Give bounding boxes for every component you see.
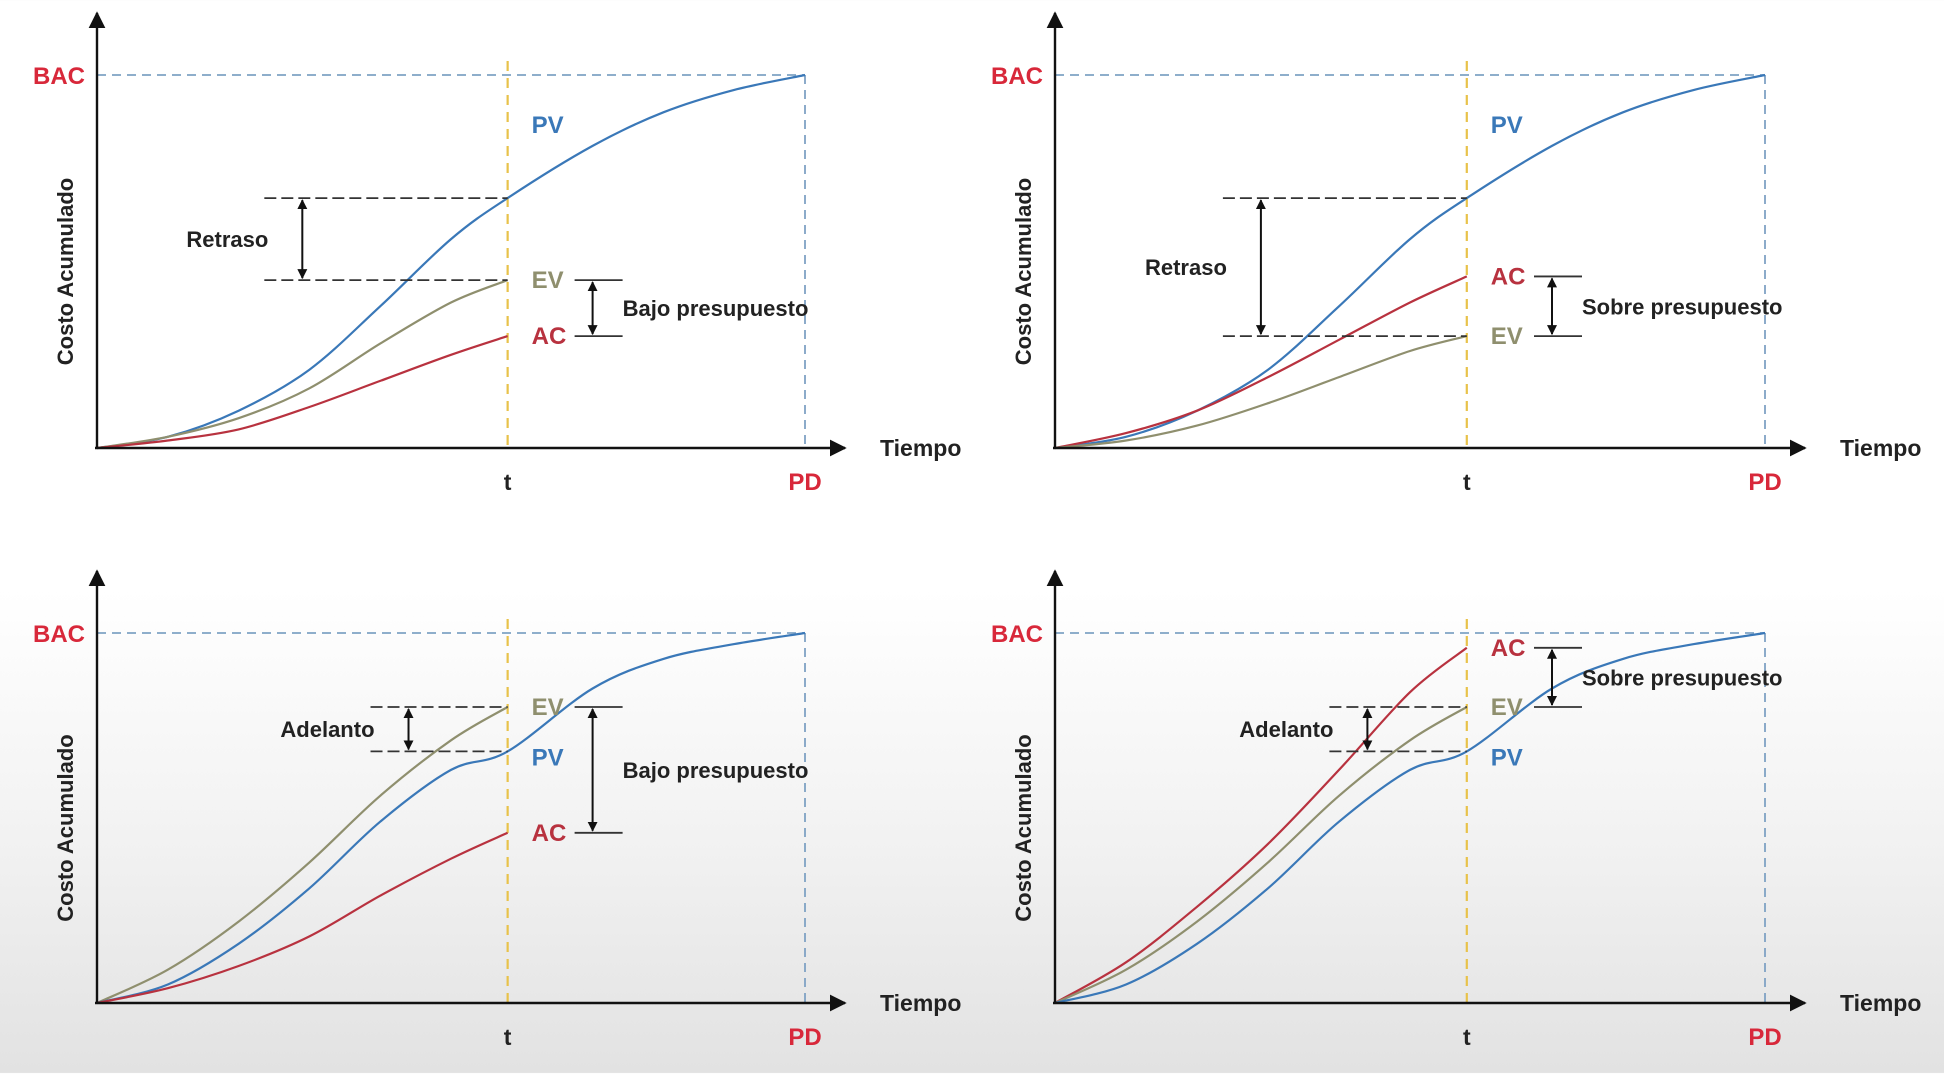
pd-label: PD [788,469,821,496]
variance-annotation-2: Sobre presupuesto [1534,275,1782,338]
chart-panel-4: AC EV PV Costo Acumulado Tiempo BAC t PD Adelant… [991,569,1921,1051]
series-label-ac: AC [1491,263,1526,290]
series-label-ac: AC [532,323,567,350]
series-line-ev [1054,335,1468,450]
variance-label: Bajo presupuesto [623,296,809,321]
variance-label: Retraso [186,227,268,252]
x-axis-label: Tiempo [1840,435,1921,461]
series-label-pv: PV [1491,112,1523,139]
series-label-ev: EV [1491,323,1523,350]
series-line-ac [1054,646,1468,1004]
variance-label: Adelanto [280,717,374,742]
variance-label: Sobre presupuesto [1582,294,1782,319]
variance-annotation-2: Bajo presupuesto [574,279,809,338]
series-line-ev [1054,706,1468,1004]
y-axis-label: Costo Acumulado [1011,178,1036,365]
variance-label: Bajo presupuesto [623,758,809,783]
series-line-pv [96,631,806,1005]
series-label-ev: EV [532,694,564,721]
bac-label: BAC [33,63,85,90]
variance-label: Retraso [1145,255,1227,280]
variance-annotation-1: Retraso [186,197,508,282]
pd-label: PD [1748,1024,1781,1051]
variance-annotation-1: Adelanto [1239,706,1467,753]
series-line-ev [96,706,509,1004]
series-line-pv [96,73,806,450]
variance-label: Adelanto [1239,717,1333,742]
series-line-ev [96,279,509,450]
y-axis-label: Costo Acumulado [53,734,78,921]
chart-panel-1: PV EV AC Costo Acumulado Tiempo BAC t PD Retraso… [33,11,961,496]
series-label-ev: EV [1491,694,1523,721]
variance-annotation-1: Adelanto [280,706,508,753]
series-label-ev: EV [532,267,564,294]
series-label-ac: AC [532,820,567,847]
series-line-pv [1054,73,1766,450]
x-axis-label: Tiempo [1840,990,1921,1016]
series-line-pv [1054,631,1766,1005]
series-label-pv: PV [532,112,564,139]
series-line-ac [1054,275,1468,450]
bac-label: BAC [33,621,85,648]
status-date-label: t [504,469,512,495]
status-date-label: t [1463,469,1471,495]
pd-label: PD [1748,469,1781,496]
series-line-ac [96,335,508,450]
chart-panel-2: PV AC EV Costo Acumulado Tiempo BAC t PD Retraso… [991,11,1921,496]
variance-annotation-2: Sobre presupuesto [1534,646,1782,708]
bac-label: BAC [991,621,1043,648]
variance-annotation-2: Bajo presupuesto [574,706,809,834]
x-axis-label: Tiempo [880,990,961,1016]
bac-label: BAC [991,63,1043,90]
y-axis-label: Costo Acumulado [1011,734,1036,921]
x-axis-label: Tiempo [880,435,961,461]
series-label-pv: PV [1491,744,1523,771]
pd-label: PD [788,1024,821,1051]
status-date-label: t [504,1024,512,1050]
chart-panel-3: EV PV AC Costo Acumulado Tiempo BAC t PD Adelant… [33,569,961,1051]
series-line-ac [96,831,509,1005]
y-axis-label: Costo Acumulado [53,178,78,365]
series-label-pv: PV [532,744,564,771]
series-label-ac: AC [1491,635,1526,662]
variance-annotation-1: Retraso [1145,197,1467,338]
variance-label: Sobre presupuesto [1582,665,1782,690]
status-date-label: t [1463,1024,1471,1050]
